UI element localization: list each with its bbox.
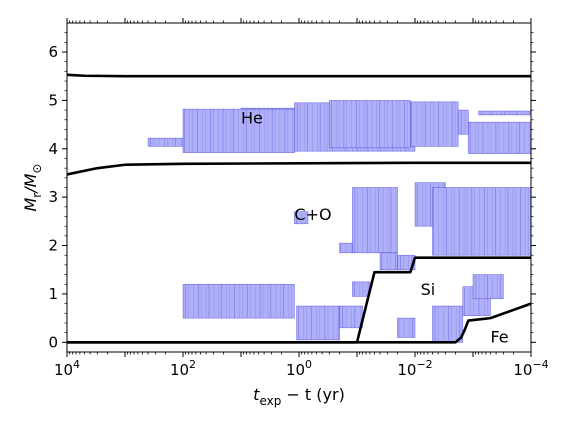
convective-zone [294, 211, 309, 225]
convective-zone [182, 283, 295, 319]
y-tick-label: 0 [48, 333, 58, 351]
convective-zone [296, 305, 340, 341]
y-tick-label: 6 [48, 43, 58, 61]
convective-zone [379, 252, 398, 271]
convective-zones [147, 100, 532, 343]
convective-zone [478, 110, 532, 116]
convective-zone [432, 187, 532, 256]
convective-zone [329, 100, 411, 149]
convective-zone [339, 242, 353, 254]
region-label: He [241, 108, 263, 127]
y-tick-label: 3 [48, 188, 58, 206]
y-tick-label: 5 [48, 91, 58, 109]
convective-zone [468, 121, 532, 154]
boundary-lines [66, 73, 532, 344]
convective-zone [147, 137, 184, 147]
x-axis-label: texp − t (yr) [253, 385, 345, 408]
y-axis-label: Mr/M⊙ [21, 163, 44, 211]
convective-zone [472, 274, 504, 300]
convective-zone [397, 317, 416, 338]
convective-zone [457, 109, 469, 135]
y-tick-label: 4 [48, 140, 58, 158]
boundary-line [66, 73, 531, 78]
convective-zone [410, 101, 459, 147]
x-tick-label: 10−2 [397, 358, 432, 379]
region-label: Si [421, 280, 436, 299]
boundary-line [67, 302, 532, 344]
convective-zone [352, 281, 371, 297]
y-axis-ticks: 0 1 2 3 4 5 6 [48, 32, 536, 351]
x-axis-ticks: 104 102 100 10−2 10−4 [54, 18, 549, 379]
convective-zone [352, 187, 398, 254]
boundary-line [66, 161, 531, 176]
convective-zone [339, 305, 363, 329]
x-tick-label: 104 [54, 358, 80, 379]
region-label: Fe [490, 328, 508, 347]
y-tick-label: 2 [48, 237, 58, 255]
convective-zone [432, 305, 464, 343]
region-label: C+O [294, 205, 331, 224]
x-tick-label: 100 [286, 358, 312, 379]
region-labels: He C+O Si Fe [241, 108, 509, 346]
convective-zone [182, 108, 295, 153]
x-tick-label: 102 [170, 358, 196, 379]
x-tick-label: 10−4 [513, 358, 548, 379]
y-tick-label: 1 [48, 285, 58, 303]
